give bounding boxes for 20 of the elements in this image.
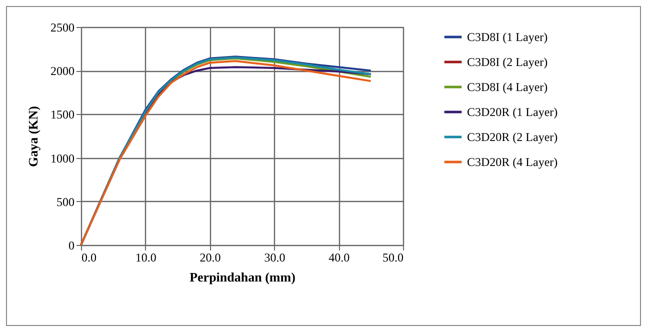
y-tick-label: 2000	[50, 64, 74, 78]
x-tick-label: 40.0	[328, 250, 350, 264]
y-axis-title: Gaya (KN)	[26, 106, 40, 168]
legend-label: C3D20R (1 Layer)	[467, 105, 558, 119]
x-tick-label: 10.0	[135, 250, 156, 264]
y-tick-label: 0	[68, 238, 74, 252]
y-tick-label: 1000	[50, 151, 74, 166]
y-tick-label: 2500	[50, 20, 74, 34]
x-tick-label: 30.0	[264, 250, 286, 264]
x-tick-label: 20.0	[200, 250, 221, 264]
x-tick-label: 50.0	[382, 250, 404, 264]
legend-label: C3D20R (4 Layer)	[467, 155, 558, 169]
legend-label: C3D20R (2 Layer)	[467, 130, 558, 144]
legend-label: C3D8I (2 Layer)	[467, 55, 548, 69]
x-axis-title: Perpindahan (mm)	[190, 270, 296, 284]
legend-label: C3D8I (4 Layer)	[467, 80, 548, 94]
x-tick-label: 0.0	[82, 250, 96, 264]
y-tick-label: 500	[56, 194, 74, 209]
legend-label: C3D8I (1 Layer)	[467, 30, 548, 44]
y-tick-label: 1500	[50, 108, 74, 122]
